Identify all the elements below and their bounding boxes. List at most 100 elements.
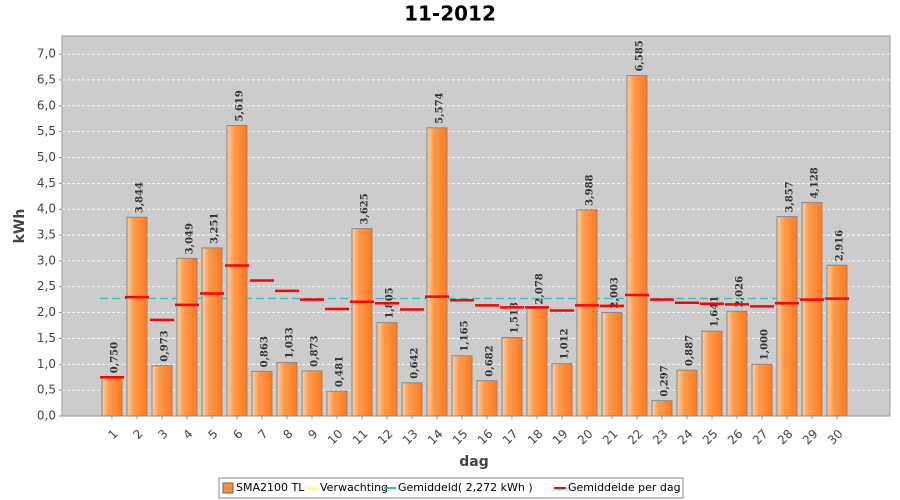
x-tick-label: 22	[625, 427, 646, 448]
plot-area	[61, 35, 891, 417]
x-tick-label: 27	[750, 427, 771, 448]
legend	[218, 477, 684, 499]
y-tick-label: 6,0	[37, 98, 56, 112]
bar	[476, 380, 498, 417]
bar	[226, 124, 248, 417]
x-tick-label: 17	[500, 427, 521, 448]
x-tick-label: 13	[400, 427, 421, 448]
bar	[501, 337, 523, 417]
value-label: 3,625	[360, 193, 371, 224]
y-tick-label: 0,5	[37, 383, 56, 397]
x-tick-label: 12	[375, 427, 396, 448]
x-tick-label: 6	[230, 427, 245, 442]
y-tick-label: 3,0	[37, 253, 56, 267]
value-label: 1,012	[560, 328, 571, 359]
value-label: 0,973	[160, 330, 171, 361]
legend-swatch	[222, 482, 234, 494]
bar	[426, 127, 448, 417]
value-label: 1,000	[760, 329, 771, 360]
y-tick-label: 1,5	[37, 331, 56, 345]
legend-label: Verwachting	[320, 481, 388, 494]
value-label: 5,619	[235, 90, 246, 121]
legend-label: SMA2100 TL	[236, 481, 305, 494]
x-tick-label: 4	[180, 427, 195, 442]
x-tick-label: 26	[725, 427, 746, 448]
x-tick-label: 10	[325, 427, 346, 448]
bar	[201, 247, 223, 417]
bar	[551, 363, 573, 417]
value-label: 5,574	[435, 92, 446, 123]
legend-label: Gemiddelde per dag	[568, 481, 681, 494]
value-label: 0,642	[410, 347, 421, 378]
y-tick-label: 0,0	[37, 409, 56, 423]
bar	[451, 355, 473, 417]
value-label: 2,078	[535, 273, 546, 304]
x-tick-label: 2	[130, 427, 145, 442]
value-label: 2,916	[835, 230, 846, 261]
y-tick-label: 5,5	[37, 124, 56, 138]
x-axis-title: dag	[459, 454, 489, 470]
bar	[276, 362, 298, 417]
value-label: 0,873	[310, 336, 321, 367]
value-label: 0,297	[660, 365, 671, 396]
x-tick-label: 11	[350, 427, 371, 448]
x-tick-label: 8	[280, 427, 295, 442]
bar	[626, 75, 648, 417]
bar	[751, 363, 773, 417]
bar	[576, 209, 598, 417]
y-axis-title: kWh	[12, 209, 28, 244]
bar	[801, 202, 823, 417]
x-tick-label: 18	[525, 427, 546, 448]
value-label: 3,988	[585, 174, 596, 205]
y-tick-label: 5,0	[37, 150, 56, 164]
value-label: 1,165	[460, 320, 471, 351]
bar	[651, 400, 673, 417]
x-tick-label: 20	[575, 427, 596, 448]
x-tick-label: 14	[425, 427, 446, 448]
bar	[826, 264, 848, 417]
x-tick-label: 1	[105, 427, 120, 442]
bar	[526, 308, 548, 417]
value-label: 0,750	[110, 342, 121, 373]
bar	[326, 390, 348, 417]
bar	[676, 369, 698, 417]
bar	[151, 365, 173, 417]
value-label: 1,033	[285, 327, 296, 358]
value-label: 3,049	[185, 223, 196, 254]
value-label: 1,518	[510, 302, 521, 333]
x-tick-label: 3	[155, 427, 170, 442]
bar	[301, 370, 323, 417]
bar	[726, 310, 748, 417]
value-label: 0,682	[485, 345, 496, 376]
x-tick-label: 24	[675, 427, 696, 448]
bar	[126, 216, 148, 417]
x-tick-label: 25	[700, 427, 721, 448]
x-tick-label: 19	[550, 427, 571, 448]
y-tick-label: 6,5	[37, 72, 56, 86]
value-label: 3,857	[785, 181, 796, 212]
y-tick-label: 2,5	[37, 279, 56, 293]
x-tick-label: 9	[305, 427, 320, 442]
x-tick-label: 16	[475, 427, 496, 448]
value-label: 0,863	[260, 336, 271, 367]
x-tick-label: 5	[205, 427, 220, 442]
bar	[701, 330, 723, 417]
value-label: 3,844	[135, 182, 146, 213]
value-label: 4,128	[810, 167, 821, 198]
y-tick-label: 1,0	[37, 357, 56, 371]
value-label: 0,481	[335, 356, 346, 387]
x-tick-label: 15	[450, 427, 471, 448]
bar	[376, 322, 398, 417]
bar	[101, 376, 123, 417]
bar	[401, 382, 423, 417]
y-tick-label: 3,5	[37, 228, 56, 242]
x-tick-label: 30	[825, 427, 846, 448]
x-tick-label: 21	[600, 427, 621, 448]
y-tick-label: 7,0	[37, 47, 56, 61]
y-tick-label: 2,0	[37, 305, 56, 319]
y-tick-label: 4,0	[37, 202, 56, 216]
value-label: 6,585	[635, 40, 646, 71]
bar	[776, 216, 798, 417]
y-tick-label: 4,5	[37, 176, 56, 190]
value-label: 1,641	[710, 296, 721, 327]
